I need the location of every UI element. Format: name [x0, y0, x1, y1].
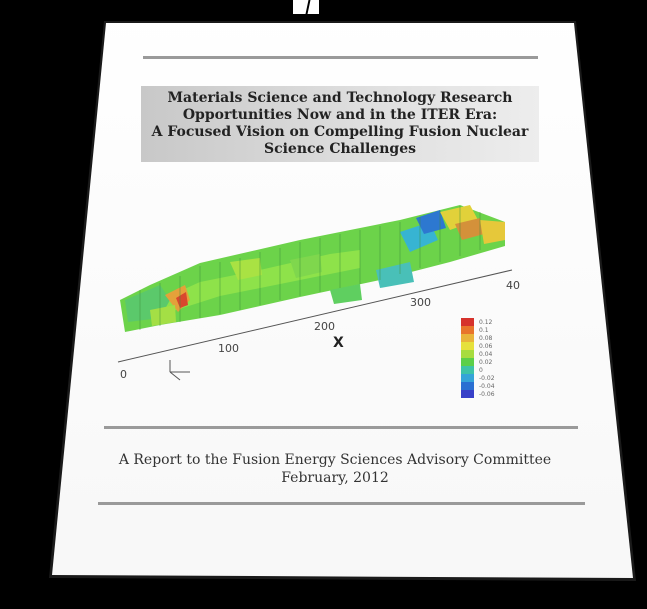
title-line-3: A Focused Vision on Compelling Fusion Nu… [151, 124, 529, 140]
title-line-4: Science Challenges [263, 141, 417, 157]
middle-rule [104, 426, 578, 429]
legend-label: 0.06 [479, 343, 493, 350]
axes-triad-icon [169, 360, 190, 381]
legend-label: -0.06 [479, 391, 495, 398]
title-line-2: Opportunities Now and in the ITER Era: [182, 107, 498, 123]
legend-label: -0.02 [479, 375, 495, 382]
title-box: Materials Science and Technology Researc… [141, 86, 539, 162]
color-legend-bar [461, 318, 474, 398]
report-line: A Report to the Fusion Energy Sciences A… [118, 452, 552, 468]
binder-clip [293, 0, 319, 14]
top-rule [143, 56, 538, 59]
legend-label: 0.1 [479, 327, 489, 334]
mesh-band [120, 205, 505, 332]
axis-tick-100: 100 [218, 342, 239, 355]
date-line: February, 2012 [281, 470, 389, 486]
legend-label: 0 [479, 367, 483, 374]
color-legend-labels: 0.12 0.1 0.08 0.06 0.04 0.02 0 -0.02 -0.… [479, 319, 495, 398]
legend-label: -0.04 [479, 383, 495, 390]
axis-tick-200: 200 [314, 320, 335, 333]
legend-label: 0.12 [479, 319, 493, 326]
axis-tick-0: 0 [120, 368, 127, 381]
axis-tick-400: 40 [506, 279, 520, 292]
axis-tick-300: 300 [410, 296, 431, 309]
legend-label: 0.04 [479, 351, 493, 358]
bottom-rule [98, 502, 585, 505]
legend-label: 0.08 [479, 335, 493, 342]
title-line-1: Materials Science and Technology Researc… [167, 90, 513, 106]
figure-marker: X [333, 335, 344, 351]
mesh-slices [139, 206, 481, 330]
legend-label: 0.02 [479, 359, 493, 366]
figure-axis [117, 269, 513, 363]
